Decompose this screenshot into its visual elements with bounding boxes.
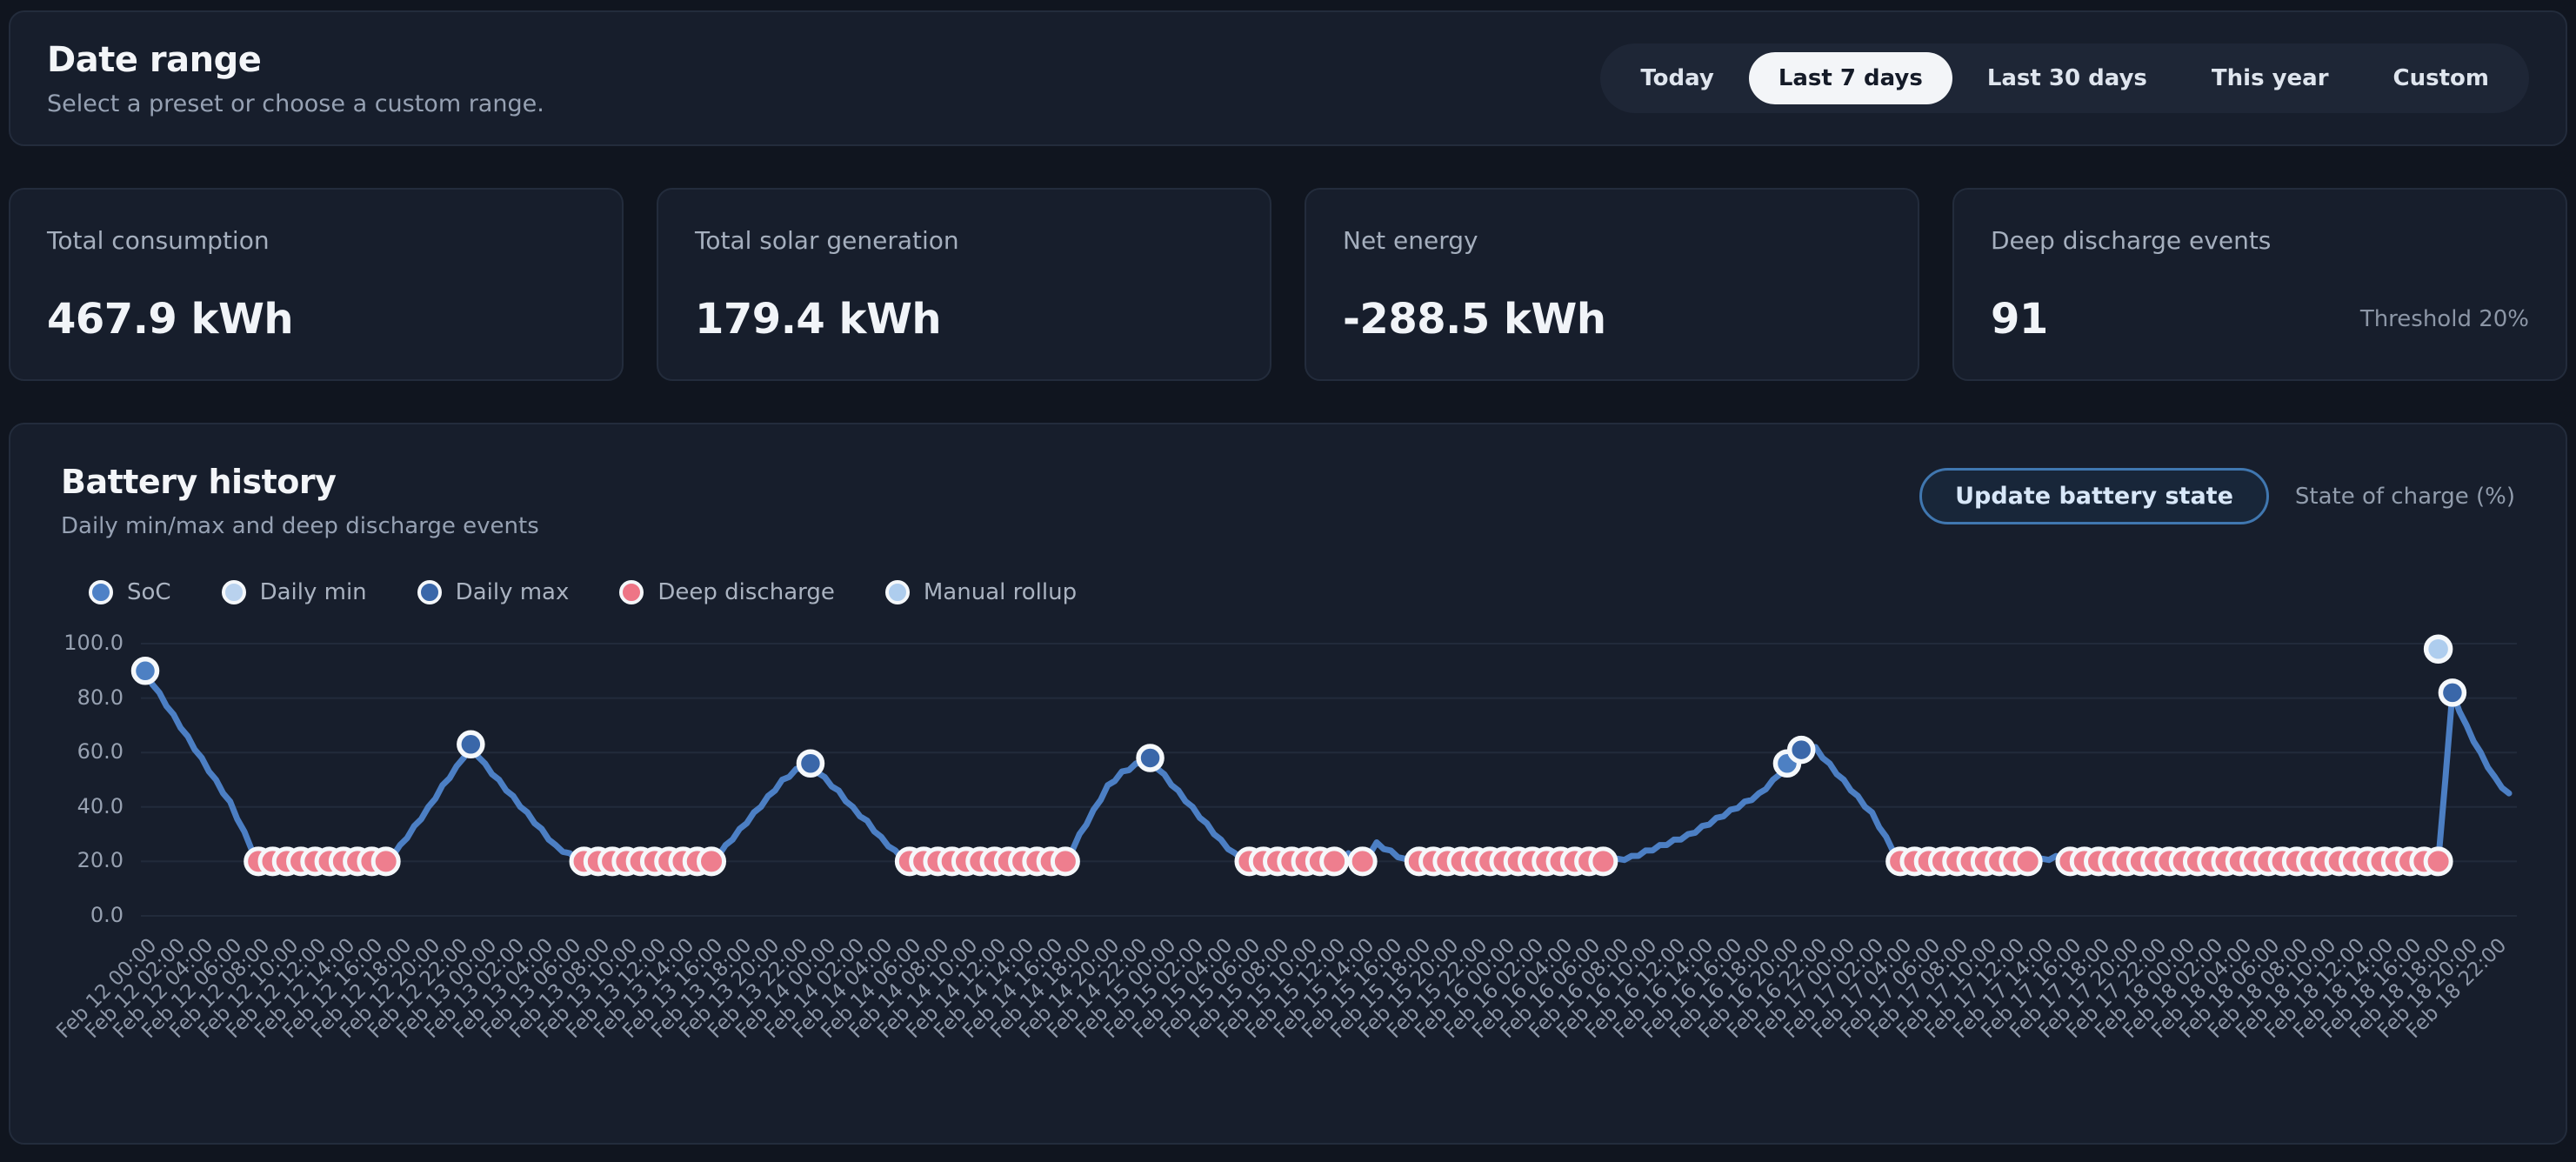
preset-last-30-days[interactable]: Last 30 days xyxy=(1958,52,2177,104)
stat-note: Threshold 20% xyxy=(2359,306,2529,332)
date-range-heading: Date range Select a preset or choose a c… xyxy=(47,40,544,117)
date-range-card: Date range Select a preset or choose a c… xyxy=(9,10,2567,146)
legend-label: Daily max xyxy=(455,579,570,605)
legend-label: Manual rollup xyxy=(923,579,1078,605)
y-tick-label: 0.0 xyxy=(90,903,123,927)
preset-custom[interactable]: Custom xyxy=(2364,52,2519,104)
y-tick-label: 60.0 xyxy=(77,739,123,765)
stat-value: 179.4 kWh xyxy=(695,295,942,344)
soc-dot-icon xyxy=(89,580,113,604)
page-title: Date range xyxy=(47,39,262,80)
stat-card-total-solar-generation: Total solar generation 179.4 kWh xyxy=(657,188,1271,381)
deep-discharge-dot-icon xyxy=(619,580,644,604)
legend-item-manual-rollup: Manual rollup xyxy=(884,579,1078,605)
chart-legend: SoC Daily min Daily max Deep discharge Manua… xyxy=(89,579,2566,605)
preset-this-year[interactable]: This year xyxy=(2182,52,2359,104)
legend-item-daily-min: Daily min xyxy=(221,579,367,605)
stat-label: Total consumption xyxy=(47,226,270,255)
battery-history-panel: Battery history Daily min/max and deep d… xyxy=(9,423,2567,1145)
stat-cards-row: Total consumption 467.9 kWh Total solar ge… xyxy=(9,188,2567,381)
stat-value: -288.5 kWh xyxy=(1343,295,1606,344)
legend-item-daily-max: Daily max xyxy=(417,579,570,605)
y-tick-label: 20.0 xyxy=(77,848,123,873)
stat-value: 467.9 kWh xyxy=(47,295,294,344)
y-tick-label: 100.0 xyxy=(63,631,123,655)
preset-today[interactable]: Today xyxy=(1611,52,1743,104)
stat-value: 91 xyxy=(1991,295,2048,344)
y-tick-label: 80.0 xyxy=(77,685,123,710)
legend-label: SoC xyxy=(127,579,171,605)
stat-label: Net energy xyxy=(1343,226,1478,255)
y-tick-label: 40.0 xyxy=(77,793,123,818)
battery-history-heading: Battery history Daily min/max and deep d… xyxy=(61,463,539,539)
soc-chart: 100.0 80.0 60.0 40.0 20.0 0.0 Feb 12 00:00 Feb… xyxy=(10,631,2566,1105)
daily-min-dot-icon xyxy=(221,580,246,604)
legend-label: Deep discharge xyxy=(657,579,835,605)
page-subtitle: Select a preset or choose a custom range… xyxy=(47,90,544,117)
update-battery-state-button[interactable]: Update battery state xyxy=(1919,468,2269,524)
daily-max-dot-icon xyxy=(417,580,442,604)
axis-unit-label: State of charge (%) xyxy=(2294,483,2515,510)
legend-item-deep-discharge: Deep discharge xyxy=(619,579,835,605)
legend-item-soc: SoC xyxy=(89,579,171,605)
stat-label: Total solar generation xyxy=(695,226,959,255)
stat-label: Deep discharge events xyxy=(1991,226,2272,255)
manual-rollup-dot-icon xyxy=(884,580,910,604)
stat-card-total-consumption: Total consumption 467.9 kWh xyxy=(9,188,624,381)
panel-title: Battery history xyxy=(61,463,337,501)
legend-label: Daily min xyxy=(259,579,367,605)
date-range-presets: Today Last 7 days Last 30 days This year Cus… xyxy=(1600,43,2529,113)
preset-last-7-days[interactable]: Last 7 days xyxy=(1748,52,1952,104)
stat-card-deep-discharge-events: Deep discharge events 91 Threshold 20% xyxy=(1952,188,2567,381)
panel-subtitle: Daily min/max and deep discharge events xyxy=(61,513,539,539)
stat-card-net-energy: Net energy -288.5 kWh xyxy=(1305,188,1919,381)
soc-chart-canvas[interactable] xyxy=(130,634,2517,924)
